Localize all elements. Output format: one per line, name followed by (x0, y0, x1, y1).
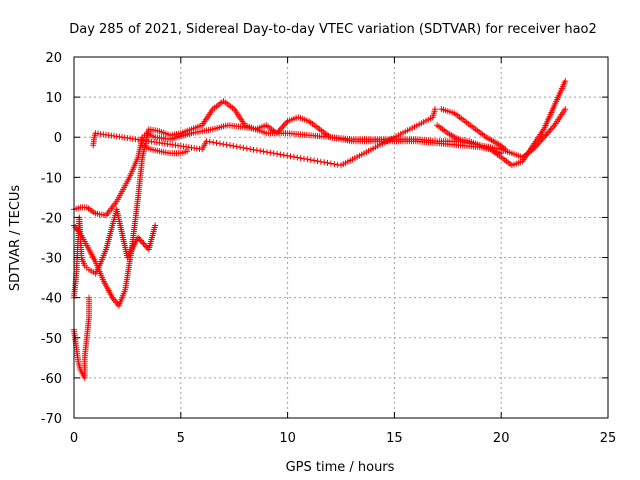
data-points (71, 78, 569, 381)
data-point (257, 147, 264, 154)
data-point (547, 126, 554, 133)
grid (74, 57, 608, 418)
data-point (432, 106, 438, 113)
y-tick-label: -50 (41, 332, 62, 347)
data-point (216, 140, 223, 147)
data-point (243, 145, 250, 152)
data-point (267, 149, 274, 156)
data-point (280, 152, 287, 159)
data-point (307, 156, 314, 163)
y-tick-label: -30 (41, 252, 62, 267)
data-point (274, 150, 281, 157)
data-point (206, 138, 213, 145)
y-axis-label: SDTVAR / TECUs (8, 185, 23, 292)
data-point (230, 143, 237, 149)
data-point (280, 122, 287, 129)
data-point (334, 161, 341, 168)
data-point (498, 150, 505, 157)
y-tick-label: 20 (45, 51, 62, 66)
data-point (543, 131, 550, 138)
x-tick-label: 20 (493, 431, 510, 446)
data-point (253, 147, 260, 154)
data-point (311, 157, 318, 164)
data-point (287, 153, 294, 160)
data-point (324, 159, 331, 166)
data-point (223, 141, 230, 148)
data-point (203, 138, 210, 145)
data-point (264, 149, 270, 156)
data-point (250, 146, 257, 153)
data-point (317, 158, 324, 165)
data-point (548, 125, 555, 132)
data-point (562, 106, 569, 113)
data-point (297, 155, 304, 162)
axis-ticks: 0 5 10 15 20 25 20 10 0 -10 -20 -30 -40 -50 -60 -70 (41, 51, 617, 446)
chart-title: Day 285 of 2021, Sidereal Day-to-day VTE… (69, 22, 597, 37)
data-point (304, 156, 311, 163)
data-point (331, 161, 338, 168)
data-point (220, 141, 227, 148)
data-point (227, 142, 233, 149)
y-tick-label: -70 (41, 412, 62, 427)
data-point (260, 148, 267, 155)
y-tick-label: -10 (41, 171, 62, 186)
x-tick-label: 0 (70, 431, 78, 446)
data-point (544, 129, 551, 136)
data-point (139, 239, 146, 245)
y-tick-label: 0 (54, 131, 62, 146)
plot-frame (73, 56, 609, 419)
data-point (152, 222, 159, 229)
y-tick-label: 10 (45, 91, 62, 106)
x-tick-label: 25 (600, 431, 617, 446)
x-tick-label: 15 (386, 431, 403, 446)
data-point (210, 139, 217, 146)
data-point (233, 143, 240, 150)
y-tick-label: -40 (41, 292, 62, 307)
data-point (240, 144, 247, 151)
data-point (321, 159, 328, 166)
data-point (562, 78, 569, 85)
data-point (143, 243, 150, 250)
data-point (327, 160, 334, 167)
data-point (301, 155, 307, 162)
y-tick-label: -60 (41, 372, 62, 387)
data-point (277, 151, 284, 158)
data-point (213, 140, 220, 146)
data-point (270, 150, 277, 157)
data-point (184, 148, 191, 155)
data-point (237, 144, 244, 151)
x-tick-label: 5 (177, 431, 185, 446)
data-point (284, 152, 291, 159)
data-point (294, 154, 301, 161)
x-axis-label: GPS time / hours (286, 460, 395, 475)
data-point (314, 158, 321, 165)
data-point (546, 128, 553, 135)
data-point (247, 146, 254, 153)
data-point (86, 294, 92, 301)
x-tick-label: 10 (279, 431, 296, 446)
y-tick-label: -20 (41, 211, 62, 226)
data-point (502, 146, 509, 153)
data-point (290, 153, 297, 160)
